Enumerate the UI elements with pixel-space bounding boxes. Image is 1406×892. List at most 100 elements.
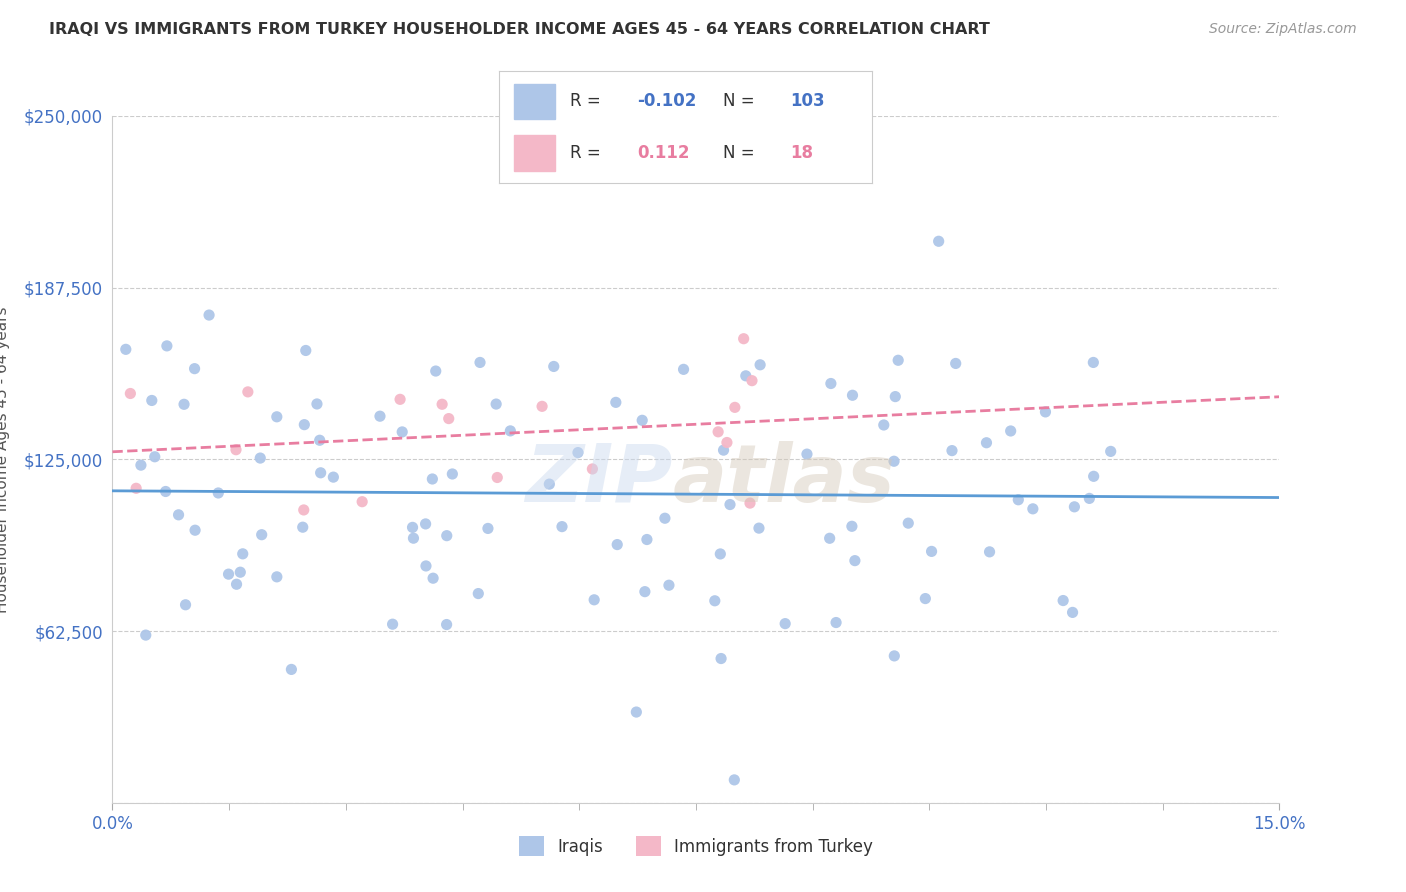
Point [626,705,648,719]
Point [249,451,271,466]
Point [672,362,695,376]
Point [883,648,905,663]
Text: ZIP: ZIP [526,441,672,519]
Text: Source: ZipAtlas.com: Source: ZipAtlas.com [1209,22,1357,37]
Point [232,547,254,561]
Point [415,516,437,531]
Point [703,594,725,608]
Point [914,591,936,606]
Point [713,443,735,458]
Point [887,353,910,368]
Point [436,617,458,632]
Text: IRAQI VS IMMIGRANTS FROM TURKEY HOUSEHOLDER INCOME AGES 45 - 64 YEARS CORRELATIO: IRAQI VS IMMIGRANTS FROM TURKEY HOUSEHOL… [49,22,990,37]
Point [402,531,425,545]
Point [634,584,657,599]
Point [486,470,509,484]
Point [415,558,437,573]
Point [884,390,907,404]
Point [225,442,247,457]
Point [606,538,628,552]
Text: R =: R = [569,93,606,111]
Point [844,554,866,568]
Point [1022,501,1045,516]
Point [1083,355,1105,369]
Y-axis label: Householder Income Ages 45 - 64 years: Householder Income Ages 45 - 64 years [0,306,10,613]
Point [1035,405,1057,419]
Point [250,527,273,541]
Point [979,545,1001,559]
Point [1000,424,1022,438]
Text: 103: 103 [790,93,824,111]
Point [218,567,240,582]
Point [1083,469,1105,483]
Text: -0.102: -0.102 [637,93,696,111]
Point [724,401,747,415]
Point [841,388,863,402]
Point [631,413,654,427]
Point [381,617,404,632]
Point [322,470,344,484]
Point [236,384,259,399]
Point [749,358,772,372]
Point [551,519,574,533]
Text: 18: 18 [790,144,813,161]
Point [174,598,197,612]
Bar [515,84,555,120]
Point [818,531,841,545]
Point [716,435,738,450]
Point [658,578,681,592]
Point [389,392,412,407]
Point [183,361,205,376]
Point [654,511,676,525]
Point [143,450,166,464]
Point [436,529,458,543]
Point [543,359,565,374]
Point [120,386,142,401]
Point [841,519,863,533]
Point [291,520,314,534]
Point [499,424,522,438]
Point [173,397,195,411]
Point [225,577,247,591]
Text: N =: N = [723,93,759,111]
Point [538,477,561,491]
Point [734,368,756,383]
Point [156,339,179,353]
Point [229,565,252,579]
Point [477,521,499,535]
Point [280,662,302,676]
Point [266,570,288,584]
Point [391,425,413,439]
Text: R =: R = [569,144,606,161]
Point [198,308,221,322]
Point [352,494,374,508]
Point [207,486,229,500]
Point [897,516,920,530]
Point [583,592,606,607]
Point [531,400,554,414]
Point [1099,444,1122,458]
Point [883,454,905,468]
Point [873,417,896,432]
Point [605,395,627,409]
Point [141,393,163,408]
Point [292,417,315,432]
Point [368,409,391,424]
Point [718,498,741,512]
Point [125,481,148,495]
Point [941,443,963,458]
Point [425,364,447,378]
Point [825,615,848,630]
Point [422,472,444,486]
Point [733,332,755,346]
Point [738,496,761,510]
Point [468,355,491,369]
Point [441,467,464,481]
Point [709,547,731,561]
Point [401,520,423,534]
Point [636,533,658,547]
Point [741,374,763,388]
Point [723,772,745,787]
Point [437,411,460,425]
Point [266,409,288,424]
